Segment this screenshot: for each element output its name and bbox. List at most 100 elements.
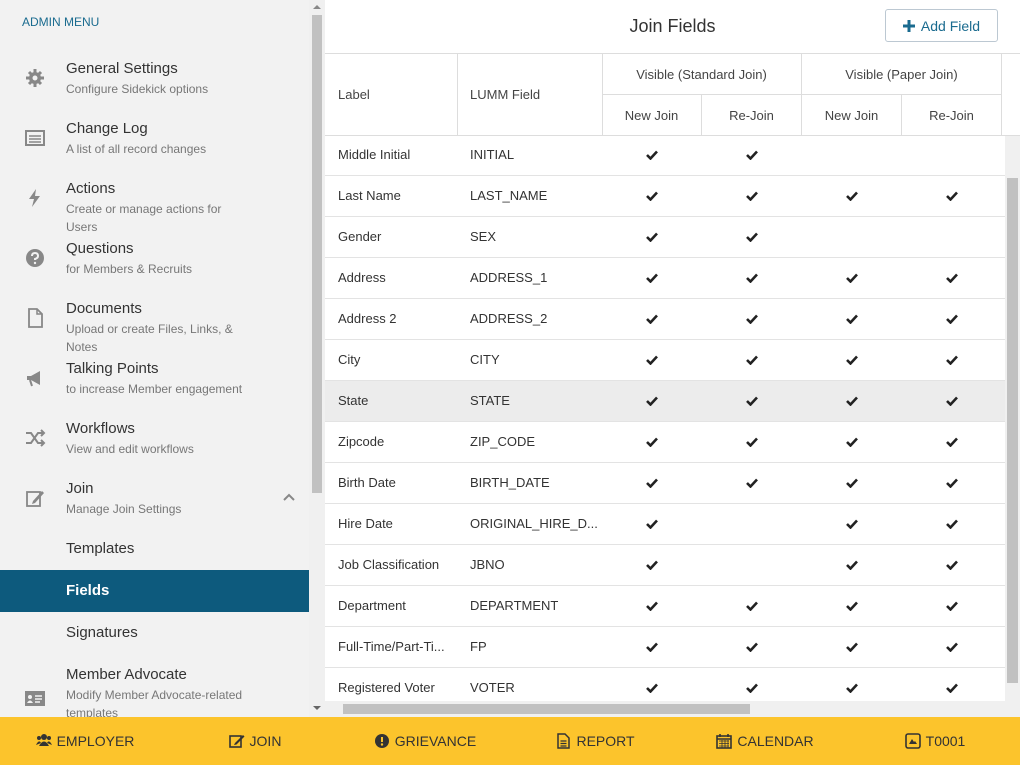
menu-title[interactable]: Documents [66,300,142,317]
menu-title[interactable]: Join [66,480,94,497]
menu-icon [27,371,40,387]
table-row[interactable]: Registered Voter VOTER [325,668,1005,701]
collapse-chevron [283,493,295,501]
nav-item[interactable]: REPORT [510,717,680,765]
cell-field: INITIAL [470,147,515,162]
cell-field: VOTER [470,680,515,695]
cell-field: STATE [470,393,510,408]
table-row[interactable]: Address ADDRESS_1 [325,258,1005,299]
menu-title[interactable]: Actions [66,180,116,197]
checkmark [846,642,858,652]
cell-field: BIRTH_DATE [470,475,550,490]
v-scroll-thumb[interactable] [1007,178,1018,683]
submenu-item[interactable]: Signatures [66,624,138,641]
checkmark [746,683,758,693]
cell-label: Full-Time/Part-Ti... [338,639,445,654]
table-header: Label LUMM Field Visible (Standard Join) Ne… [325,54,1020,136]
menu-subtitle: Create or manage actions for Users [66,202,222,234]
cell-field: DEPARTMENT [470,598,559,613]
nav-icon [716,734,733,749]
scroll-up[interactable] [313,4,321,10]
submenu-item[interactable]: Templates [66,540,135,557]
menu-subtitle: for Members & Recruits [66,262,193,276]
checkmark [846,396,858,406]
bottom-nav: EMPLOYER JOIN GRIEVANCE REPORT CALENDAR T0001 [0,717,1020,765]
table-row[interactable]: State STATE [325,381,1005,422]
sidebar-scrollbar[interactable] [309,0,325,717]
table-row[interactable]: City CITY [325,340,1005,381]
cell-label: Last Name [338,188,401,203]
cell-label: Middle Initial [338,147,411,162]
add-field-button[interactable]: Add Field [885,9,998,42]
subcol-header: New Join [602,95,702,136]
cell-label: Department [338,598,406,613]
scroll-thumb[interactable] [312,15,322,493]
table-row[interactable]: Department DEPARTMENT [325,586,1005,627]
table-row[interactable]: Middle Initial INITIAL [325,136,1005,176]
table-row[interactable]: Hire Date ORIGINAL_HIRE_D... [325,504,1005,545]
table-body: Middle Initial INITIAL Last Name LAST_NAME G… [325,136,1005,701]
menu-title[interactable]: Questions [66,240,134,257]
checkmark [646,437,658,447]
menu-subtitle: to increase Member engagement [66,382,243,396]
h-scroll-thumb[interactable] [343,704,750,714]
cell-field: LAST_NAME [470,188,548,203]
menu-selected[interactable] [0,570,309,612]
nav-item[interactable]: T0001 [850,717,1020,765]
nav-item[interactable]: GRIEVANCE [340,717,510,765]
page-title: Join Fields [629,16,716,36]
table-row[interactable]: Full-Time/Part-Ti... FP [325,627,1005,668]
checkmark [646,519,658,529]
checkmark [946,314,958,324]
checkmark [846,478,858,488]
nav-item[interactable]: CALENDAR [680,717,850,765]
checkmark [646,601,658,611]
checkmark [946,478,958,488]
menu-title[interactable]: Member Advocate [66,666,187,683]
header-bar [325,0,1020,54]
col-header: LUMM Field [458,54,603,136]
table-row[interactable]: Last Name LAST_NAME [325,176,1005,217]
checkmark [946,601,958,611]
nav-icon [904,733,921,749]
nav-icon [374,734,389,748]
menu-title[interactable]: Talking Points [66,360,159,377]
cell-field: SEX [470,229,497,244]
menu-title[interactable]: Change Log [66,120,148,137]
checkmark [746,642,758,652]
table-row[interactable]: Zipcode ZIP_CODE [325,422,1005,463]
checkmark [746,437,758,447]
checkmark [846,560,858,570]
h-scrollbar[interactable] [325,701,1020,717]
v-scrollbar[interactable] [1005,136,1020,701]
checkmark [846,191,858,201]
menu-subtitle: A list of all record changes [66,142,207,156]
subcol-header: Re-Join [902,95,1002,136]
table-row[interactable]: Gender SEX [325,217,1005,258]
cell-field: ADDRESS_2 [470,311,548,326]
menu-title[interactable]: General Settings [66,60,178,77]
menu-icon [26,491,44,507]
submenu-item[interactable]: Fields [66,582,110,599]
menu-icon [28,308,43,328]
checkmark [746,396,758,406]
cell-field: ADDRESS_1 [470,270,548,285]
table-row[interactable]: Birth Date BIRTH_DATE [325,463,1005,504]
cell-label: Address 2 [338,311,397,326]
table-row[interactable]: Job Classification JBNO [325,545,1005,586]
table-row[interactable]: Address 2 ADDRESS_2 [325,299,1005,340]
cell-label: Address [338,270,386,285]
checkmark [646,273,658,283]
nav-item[interactable]: EMPLOYER [0,717,170,765]
nav-icon [557,733,571,749]
checkmark [946,273,958,283]
menu-icon [25,130,45,146]
menu-title[interactable]: Workflows [66,420,135,437]
nav-item[interactable]: JOIN [170,717,340,765]
cell-field: FP [470,639,487,654]
add-field-label: Add Field [920,17,981,34]
group-header: Visible (Standard Join) [602,54,802,95]
scroll-down[interactable] [313,705,321,711]
checkmark [646,396,658,406]
